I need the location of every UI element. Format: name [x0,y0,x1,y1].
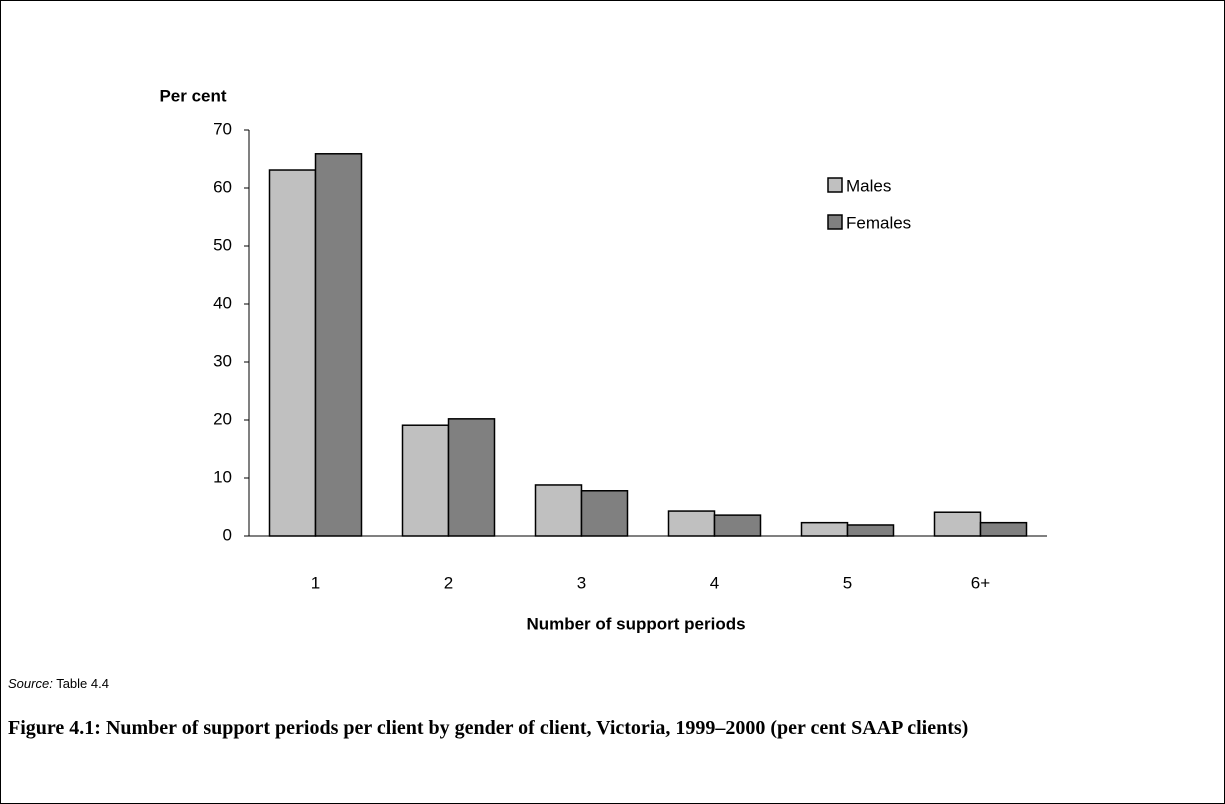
x-tick-label: 1 [311,573,320,592]
y-tick-label: 50 [213,235,232,254]
bar [846,524,895,537]
chart: Per cent Number of support periods 0 10 20… [159,86,1047,633]
y-tick-label: 30 [213,351,232,370]
bar [800,521,849,537]
source-label: Source: [8,676,53,691]
bar [447,418,496,537]
y-tick-label: 20 [213,409,232,428]
x-tick-label: 2 [444,573,453,592]
legend-label: Males [846,176,891,195]
y-axis-label: Per cent [159,86,226,105]
legend-label: Females [846,213,911,232]
bar [314,153,363,537]
legend-swatch [827,177,843,193]
x-tick-label: 5 [843,573,852,592]
y-tick-label: 0 [223,525,232,544]
source-text: Table 4.4 [56,676,109,691]
y-tick-label: 60 [213,177,232,196]
caption: Figure 4.1: Number of support periods pe… [8,717,969,739]
bar [401,424,450,537]
x-tick-label: 4 [710,573,719,592]
bar [979,521,1028,537]
y-tick-label: 70 [213,119,232,138]
source: Source: Table 4.4 [8,676,109,691]
x-tick-label: 3 [577,573,586,592]
bar [667,510,716,537]
bar [933,511,982,537]
y-tick-label: 40 [213,293,232,312]
x-tick-label: 6+ [971,573,990,592]
bar [268,169,317,537]
y-tick-label: 10 [213,467,232,486]
bar [580,490,629,537]
x-axis-label: Number of support periods [526,614,745,633]
legend-swatch [827,214,843,230]
bar [534,484,583,537]
bar [713,514,762,537]
